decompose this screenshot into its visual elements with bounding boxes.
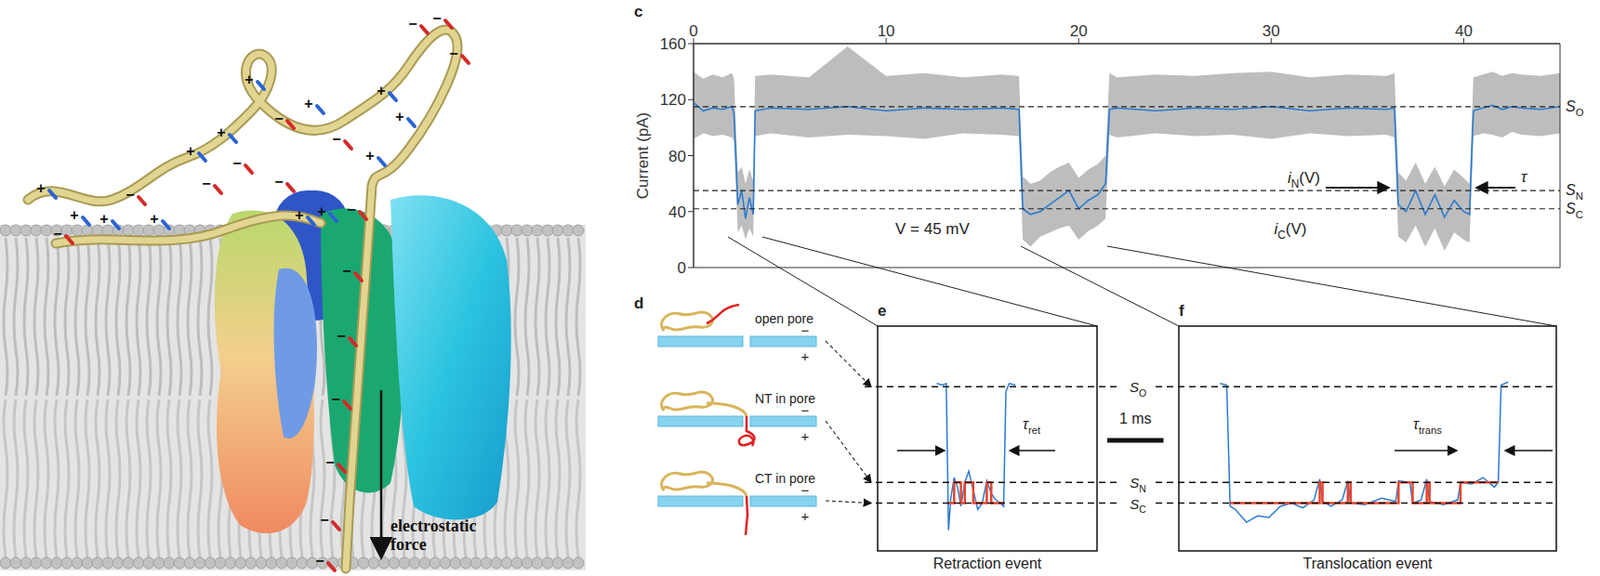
svg-text:−: − [52, 225, 62, 242]
svg-text:Current (pA): Current (pA) [634, 112, 652, 200]
svg-text:+: + [376, 82, 385, 99]
svg-text:−: − [801, 482, 810, 499]
svg-text:τ: τ [1520, 168, 1529, 186]
svg-text:SC: SC [1129, 496, 1147, 516]
svg-text:SC: SC [1565, 200, 1584, 221]
svg-text:NT in pore: NT in pore [754, 391, 816, 407]
svg-text:+: + [99, 211, 108, 227]
svg-text:−: − [801, 402, 810, 419]
svg-text:e: e [877, 302, 886, 320]
svg-text:10: 10 [877, 22, 896, 40]
svg-text:SN: SN [1565, 182, 1584, 202]
svg-text:−: − [346, 201, 356, 218]
svg-text:20: 20 [1070, 22, 1088, 40]
svg-text:force: force [390, 535, 427, 555]
svg-text:−: − [336, 328, 345, 344]
svg-text:V = 45 mV: V = 45 mV [895, 220, 971, 239]
svg-text:0: 0 [677, 259, 687, 278]
svg-text:+: + [365, 147, 374, 164]
svg-text:+: + [216, 124, 225, 141]
svg-text:c: c [634, 2, 643, 21]
svg-text:−: − [408, 15, 417, 32]
svg-text:+: + [801, 348, 810, 365]
svg-text:electrostatic: electrostatic [390, 516, 477, 536]
svg-text:−: − [342, 263, 351, 279]
svg-text:d: d [634, 294, 644, 313]
svg-text:40: 40 [1454, 22, 1473, 40]
svg-text:τret: τret [1022, 416, 1042, 437]
svg-text:+: + [304, 95, 313, 112]
svg-text:−: − [432, 10, 441, 27]
svg-text:Translocation event: Translocation event [1302, 555, 1433, 572]
svg-text:SN: SN [1129, 475, 1147, 495]
svg-text:−: − [319, 512, 329, 529]
svg-text:+: + [185, 143, 195, 159]
svg-text:−: − [325, 454, 334, 471]
svg-text:120: 120 [660, 91, 687, 109]
svg-text:−: − [449, 45, 458, 62]
svg-text:CT in pore: CT in pore [754, 471, 816, 487]
svg-text:−: − [330, 391, 340, 408]
svg-text:−: − [125, 186, 134, 203]
svg-text:80: 80 [668, 147, 687, 166]
svg-text:−: − [315, 553, 324, 569]
svg-text:+: + [149, 211, 159, 227]
svg-text:f: f [1178, 302, 1185, 320]
svg-text:iC(V): iC(V) [1273, 220, 1307, 242]
svg-text:+: + [294, 207, 304, 224]
svg-text:+: + [244, 71, 253, 88]
svg-text:+: + [801, 428, 810, 445]
svg-text:−: − [801, 322, 810, 339]
svg-text:1 ms: 1 ms [1119, 410, 1152, 427]
svg-text:SO: SO [1129, 379, 1147, 399]
svg-text:−: − [232, 155, 241, 172]
svg-text:open pore: open pore [754, 311, 814, 327]
svg-text:0: 0 [688, 22, 698, 40]
svg-text:−: − [274, 173, 283, 190]
svg-text:+: + [801, 508, 810, 525]
svg-text:30: 30 [1262, 22, 1281, 40]
svg-text:−: − [331, 131, 341, 147]
svg-text:iN(V): iN(V) [1287, 169, 1321, 191]
svg-text:τtrans: τtrans [1413, 416, 1442, 437]
svg-text:−: − [201, 175, 211, 192]
svg-text:+: + [36, 180, 45, 197]
svg-text:Retraction event: Retraction event [933, 555, 1043, 572]
svg-text:+: + [317, 203, 326, 220]
svg-text:−: − [274, 110, 283, 127]
svg-text:40: 40 [668, 203, 687, 222]
svg-text:+: + [69, 207, 79, 224]
svg-text:+: + [395, 108, 404, 125]
svg-text:SO: SO [1565, 98, 1585, 119]
svg-text:160: 160 [660, 35, 687, 53]
